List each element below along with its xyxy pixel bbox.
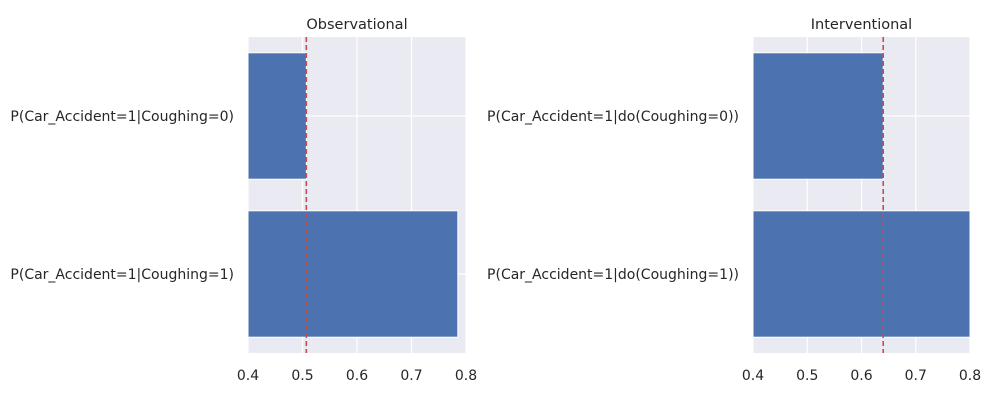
chart-title: Interventional [811,17,912,33]
observational-panel: 0.4 0.5 0.6 0.7 0.8 P(Car_Accident=1|Coughin… [10,17,477,384]
x-tick-label: 0.7 [905,368,927,384]
chart-title: Observational [306,17,407,33]
x-tick-labels: 0.4 0.5 0.6 0.7 0.8 [237,368,477,384]
x-tick-label: 0.6 [346,368,368,384]
x-tick-label: 0.5 [291,368,313,384]
bar-p-car-accident-1-coughing-1 [247,210,459,338]
bar-p-car-accident-1-do-coughing-1 [752,210,971,338]
y-tick-labels: P(Car_Accident=1|do(Coughing=0)) P(Car_Ac… [487,109,739,283]
y-tick-label: P(Car_Accident=1|do(Coughing=0)) [487,109,739,125]
y-tick-labels: P(Car_Accident=1|Coughing=0) P(Car_Accide… [10,109,234,283]
x-tick-label: 0.7 [400,368,422,384]
x-tick-label: 0.4 [237,368,259,384]
x-tick-label: 0.4 [742,368,764,384]
interventional-panel: 0.4 0.5 0.6 0.7 0.8 P(Car_Accident=1|do(Coug… [487,17,981,384]
bars [752,52,971,338]
y-tick-label: P(Car_Accident=1|do(Coughing=1)) [487,267,739,283]
bar-p-car-accident-1-do-coughing-0 [752,52,884,180]
bars [247,52,459,338]
x-tick-label: 0.8 [455,368,477,384]
bar-p-car-accident-1-coughing-0 [247,52,307,180]
x-tick-labels: 0.4 0.5 0.6 0.7 0.8 [742,368,981,384]
x-tick-label: 0.8 [959,368,981,384]
y-tick-label: P(Car_Accident=1|Coughing=1) [10,267,234,283]
y-tick-label: P(Car_Accident=1|Coughing=0) [10,109,234,125]
x-tick-label: 0.6 [850,368,872,384]
x-tick-label: 0.5 [796,368,818,384]
